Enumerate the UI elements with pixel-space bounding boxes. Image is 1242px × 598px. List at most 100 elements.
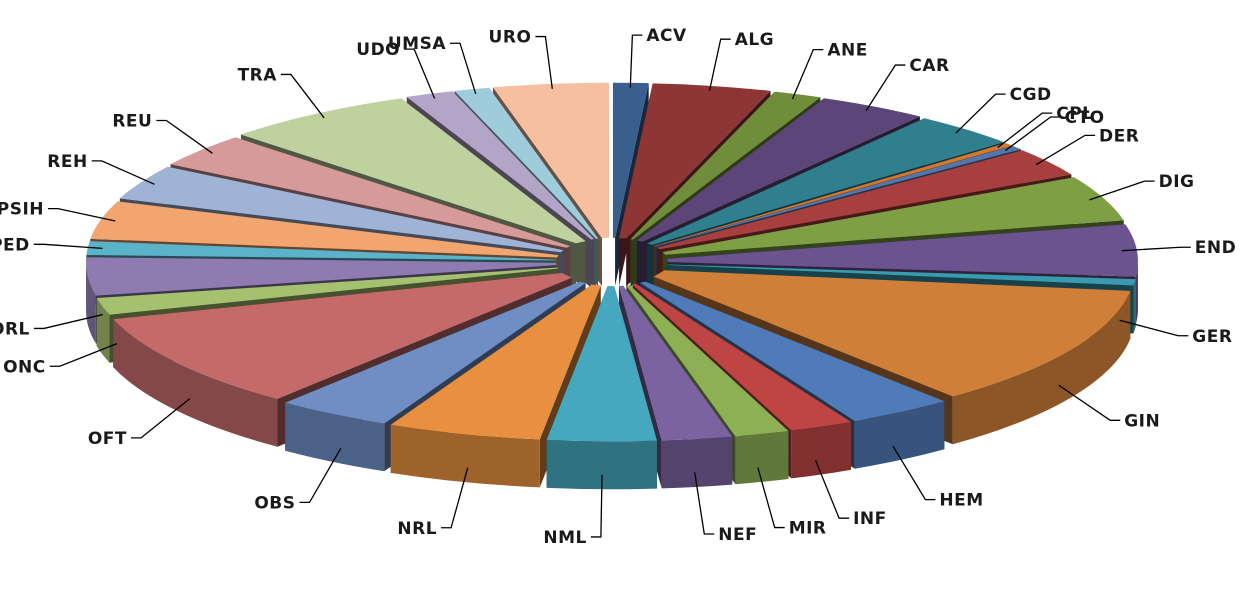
- label-udo: UDO: [356, 40, 400, 60]
- leader-inf: [814, 460, 850, 519]
- slice-outer-wall: [390, 424, 540, 488]
- slice-outer-wall: [854, 401, 945, 469]
- label-tra: TRA: [238, 65, 278, 85]
- slice-top: [612, 82, 649, 238]
- slice-top: [647, 118, 1004, 245]
- leader-orl: [33, 313, 103, 330]
- leader-nml: [590, 474, 603, 538]
- label-mir: MIR: [789, 519, 827, 539]
- slice-top: [662, 177, 1124, 255]
- label-inf: INF: [853, 509, 887, 529]
- slice-outer-wall: [546, 439, 657, 490]
- slice-outer-wall: [952, 290, 1131, 445]
- leader-tra: [280, 73, 325, 119]
- label-cto: CTO: [1065, 108, 1105, 128]
- slice-top: [119, 166, 564, 253]
- label-nrl: NRL: [397, 519, 437, 539]
- slice-outer-wall: [285, 402, 385, 472]
- slice-outer-wall: [1135, 261, 1138, 325]
- slice-top: [640, 281, 945, 421]
- label-nml: NML: [543, 528, 586, 548]
- slice-top: [390, 284, 601, 440]
- slice-outer-wall: [661, 436, 733, 489]
- slice-top: [667, 264, 1136, 286]
- slice-outer-wall: [1133, 279, 1136, 334]
- slice-top: [90, 201, 559, 258]
- slice-top: [86, 257, 557, 296]
- slice-top: [654, 143, 1013, 247]
- label-car: CAR: [909, 56, 949, 76]
- leader-obs: [299, 447, 342, 504]
- label-nef: NEF: [718, 525, 757, 545]
- slice-nml: [546, 286, 657, 490]
- leader-acv: [629, 34, 643, 88]
- slice-top: [667, 224, 1138, 277]
- label-end: END: [1195, 238, 1236, 258]
- leader-hem: [892, 445, 936, 501]
- label-obs: OBS: [254, 493, 295, 513]
- label-der: DER: [1099, 126, 1139, 146]
- label-onc: ONC: [3, 357, 46, 377]
- slice-top: [619, 83, 771, 239]
- leader-cpl: [997, 112, 1053, 149]
- slice-top: [240, 98, 586, 244]
- label-uro: URO: [489, 28, 532, 48]
- leader-mir: [757, 467, 785, 529]
- label-psih: PSIH: [0, 200, 44, 220]
- leader-reu: [156, 119, 213, 154]
- leader-udo: [404, 48, 436, 99]
- slice-top: [285, 281, 586, 424]
- slice-top: [546, 286, 657, 442]
- label-orl: ORL: [0, 319, 30, 339]
- leader-psih: [47, 207, 116, 222]
- label-umsa: UMSA: [388, 34, 446, 54]
- slice-top: [654, 145, 1021, 247]
- slice-outer-wall: [86, 263, 96, 344]
- leader-end: [1121, 246, 1191, 252]
- slice-top: [492, 82, 609, 239]
- leader-gin: [1058, 384, 1121, 421]
- label-hem: HEM: [939, 491, 983, 511]
- leader-uro: [535, 35, 553, 89]
- leader-oft: [131, 398, 191, 439]
- slice-outer-wall: [96, 298, 110, 363]
- slice-top: [618, 285, 733, 441]
- label-gin: GIN: [1124, 411, 1160, 431]
- slice-top: [454, 87, 599, 239]
- label-leaders: [33, 34, 1191, 538]
- pie-slices: [86, 82, 1138, 490]
- label-cgd: CGD: [1010, 85, 1052, 105]
- slice-outer-wall: [791, 421, 851, 479]
- slice-nrl: [390, 284, 601, 488]
- slice-top: [626, 285, 789, 437]
- leader-ped: [33, 243, 103, 250]
- slice-top: [406, 91, 594, 240]
- slice-top: [656, 150, 1072, 250]
- leader-nrl: [441, 467, 469, 529]
- label-ger: GER: [1192, 327, 1232, 347]
- label-cpl: CPL: [1056, 104, 1093, 124]
- leader-cto: [1004, 116, 1061, 152]
- label-ane: ANE: [827, 41, 868, 61]
- leader-ger: [1119, 319, 1189, 337]
- slice-top: [86, 241, 557, 261]
- leader-alg: [708, 38, 731, 91]
- label-dig: DIG: [1159, 172, 1195, 192]
- slice-top: [170, 137, 571, 248]
- slice-top: [653, 270, 1131, 397]
- slice-outer-wall: [113, 319, 278, 447]
- leader-umsa: [450, 42, 477, 95]
- slice-top: [113, 273, 572, 399]
- slice-outer-wall: [735, 430, 789, 485]
- slice-top: [632, 283, 851, 431]
- leader-ane: [791, 48, 824, 100]
- leader-cgd: [955, 93, 1006, 134]
- slice-top: [96, 267, 559, 315]
- leader-dig: [1089, 180, 1155, 201]
- label-reu: REU: [112, 111, 152, 131]
- slice-top: [630, 91, 821, 240]
- label-acv: ACV: [646, 26, 687, 46]
- leader-reh: [91, 160, 155, 185]
